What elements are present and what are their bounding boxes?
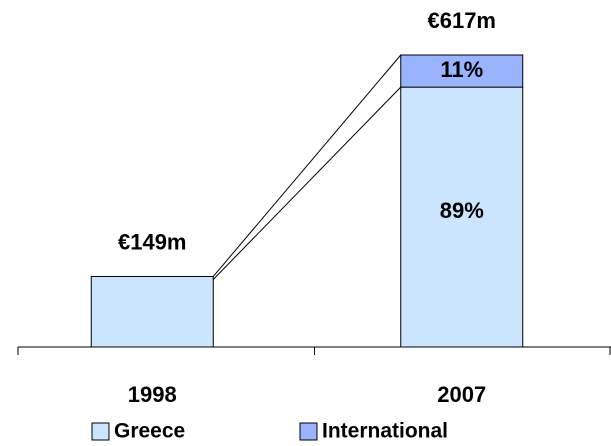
total-label: €617m (427, 8, 496, 33)
legend-swatch (299, 422, 318, 441)
total-label: €149m (118, 229, 187, 254)
legend-label: Greece (114, 420, 185, 443)
connector (212, 54, 402, 277)
bar-segment (400, 86, 524, 348)
bar-segment (90, 275, 214, 348)
bar-segment (400, 54, 524, 88)
x-tick-label: 1998 (128, 382, 177, 407)
value-label: 11% (440, 57, 483, 82)
x-tick-label: 2007 (437, 382, 486, 407)
legend-label: International (322, 420, 448, 443)
legend-swatch (91, 422, 110, 441)
value-label: 89% (440, 198, 484, 223)
connector (212, 86, 402, 280)
